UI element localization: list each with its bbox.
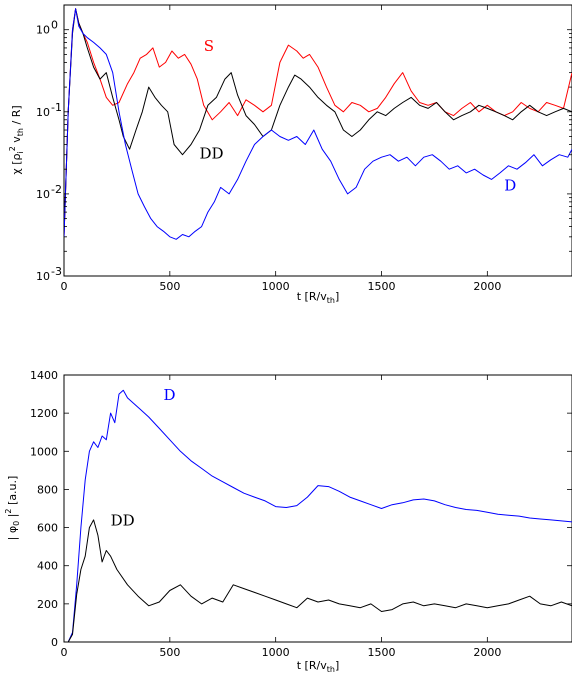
series-line-dd bbox=[64, 519, 572, 642]
x-tick-label: 500 bbox=[159, 280, 180, 293]
y-tick-exponent: 0 bbox=[51, 19, 58, 32]
series-line-s bbox=[64, 8, 572, 237]
x-axis-label: t [R/vth] bbox=[297, 290, 339, 305]
series-annotation-d: D bbox=[163, 386, 175, 404]
x-tick-label: 0 bbox=[61, 646, 68, 659]
series-annotation-dd: DD bbox=[111, 512, 135, 530]
y-tick-label: 400 bbox=[37, 560, 58, 573]
annotations: DDD bbox=[111, 386, 176, 530]
x-tick-label: 1000 bbox=[262, 280, 290, 293]
y-tick-label: 600 bbox=[37, 522, 58, 535]
series-annotation-s: S bbox=[204, 37, 214, 55]
x-tick-label: 1500 bbox=[368, 280, 396, 293]
x-tick-label: 2000 bbox=[473, 646, 501, 659]
x-axis: 0 500 1000 1500 2000 bbox=[61, 5, 501, 293]
series-annotation-dd: DD bbox=[199, 144, 223, 162]
y-axis: 0 200 400 600 800 1000 1200 1400 bbox=[30, 369, 572, 649]
y-tick-label: 10 bbox=[36, 106, 50, 119]
y-axis-label: χ [ρi2 vth / R] bbox=[8, 105, 25, 174]
y-tick-label: 1200 bbox=[30, 407, 58, 420]
series-group bbox=[64, 8, 572, 240]
y-tick-label: 800 bbox=[37, 483, 58, 496]
plot-frame bbox=[63, 374, 572, 643]
y-tick-label: 10 bbox=[36, 24, 50, 37]
y-tick-label: 1000 bbox=[30, 445, 58, 458]
series-annotation-d: D bbox=[504, 177, 516, 195]
y-axis-label: | φ0 |2 [a.u.] bbox=[4, 476, 21, 541]
y-tick-label: 10 bbox=[36, 188, 50, 201]
x-axis: 0 500 1000 1500 2000 bbox=[61, 375, 501, 659]
y-tick-exponent: -2 bbox=[51, 183, 62, 196]
series-line-d bbox=[64, 8, 572, 240]
x-tick-label: 2000 bbox=[473, 280, 501, 293]
x-tick-label: 500 bbox=[159, 646, 180, 659]
y-tick-label: 0 bbox=[51, 636, 58, 649]
y-tick-label: 200 bbox=[37, 598, 58, 611]
phi-panel: 0 500 1000 1500 2000 0 200 400 600 800 1000 1200 14… bbox=[4, 369, 572, 674]
y-tick-exponent: -3 bbox=[51, 265, 62, 278]
x-tick-label: 1500 bbox=[368, 646, 396, 659]
x-tick-label: 1000 bbox=[262, 646, 290, 659]
x-axis-label: t [R/vth] bbox=[297, 659, 339, 674]
plot-frame bbox=[63, 4, 572, 277]
y-tick-exponent: -1 bbox=[51, 101, 62, 114]
series-line-d bbox=[64, 389, 572, 642]
series-group bbox=[64, 389, 572, 642]
y-tick-label: 1400 bbox=[30, 369, 58, 382]
series-line-dd bbox=[64, 8, 572, 237]
y-tick-label: 10 bbox=[36, 270, 50, 283]
x-tick-label: 0 bbox=[61, 280, 68, 293]
